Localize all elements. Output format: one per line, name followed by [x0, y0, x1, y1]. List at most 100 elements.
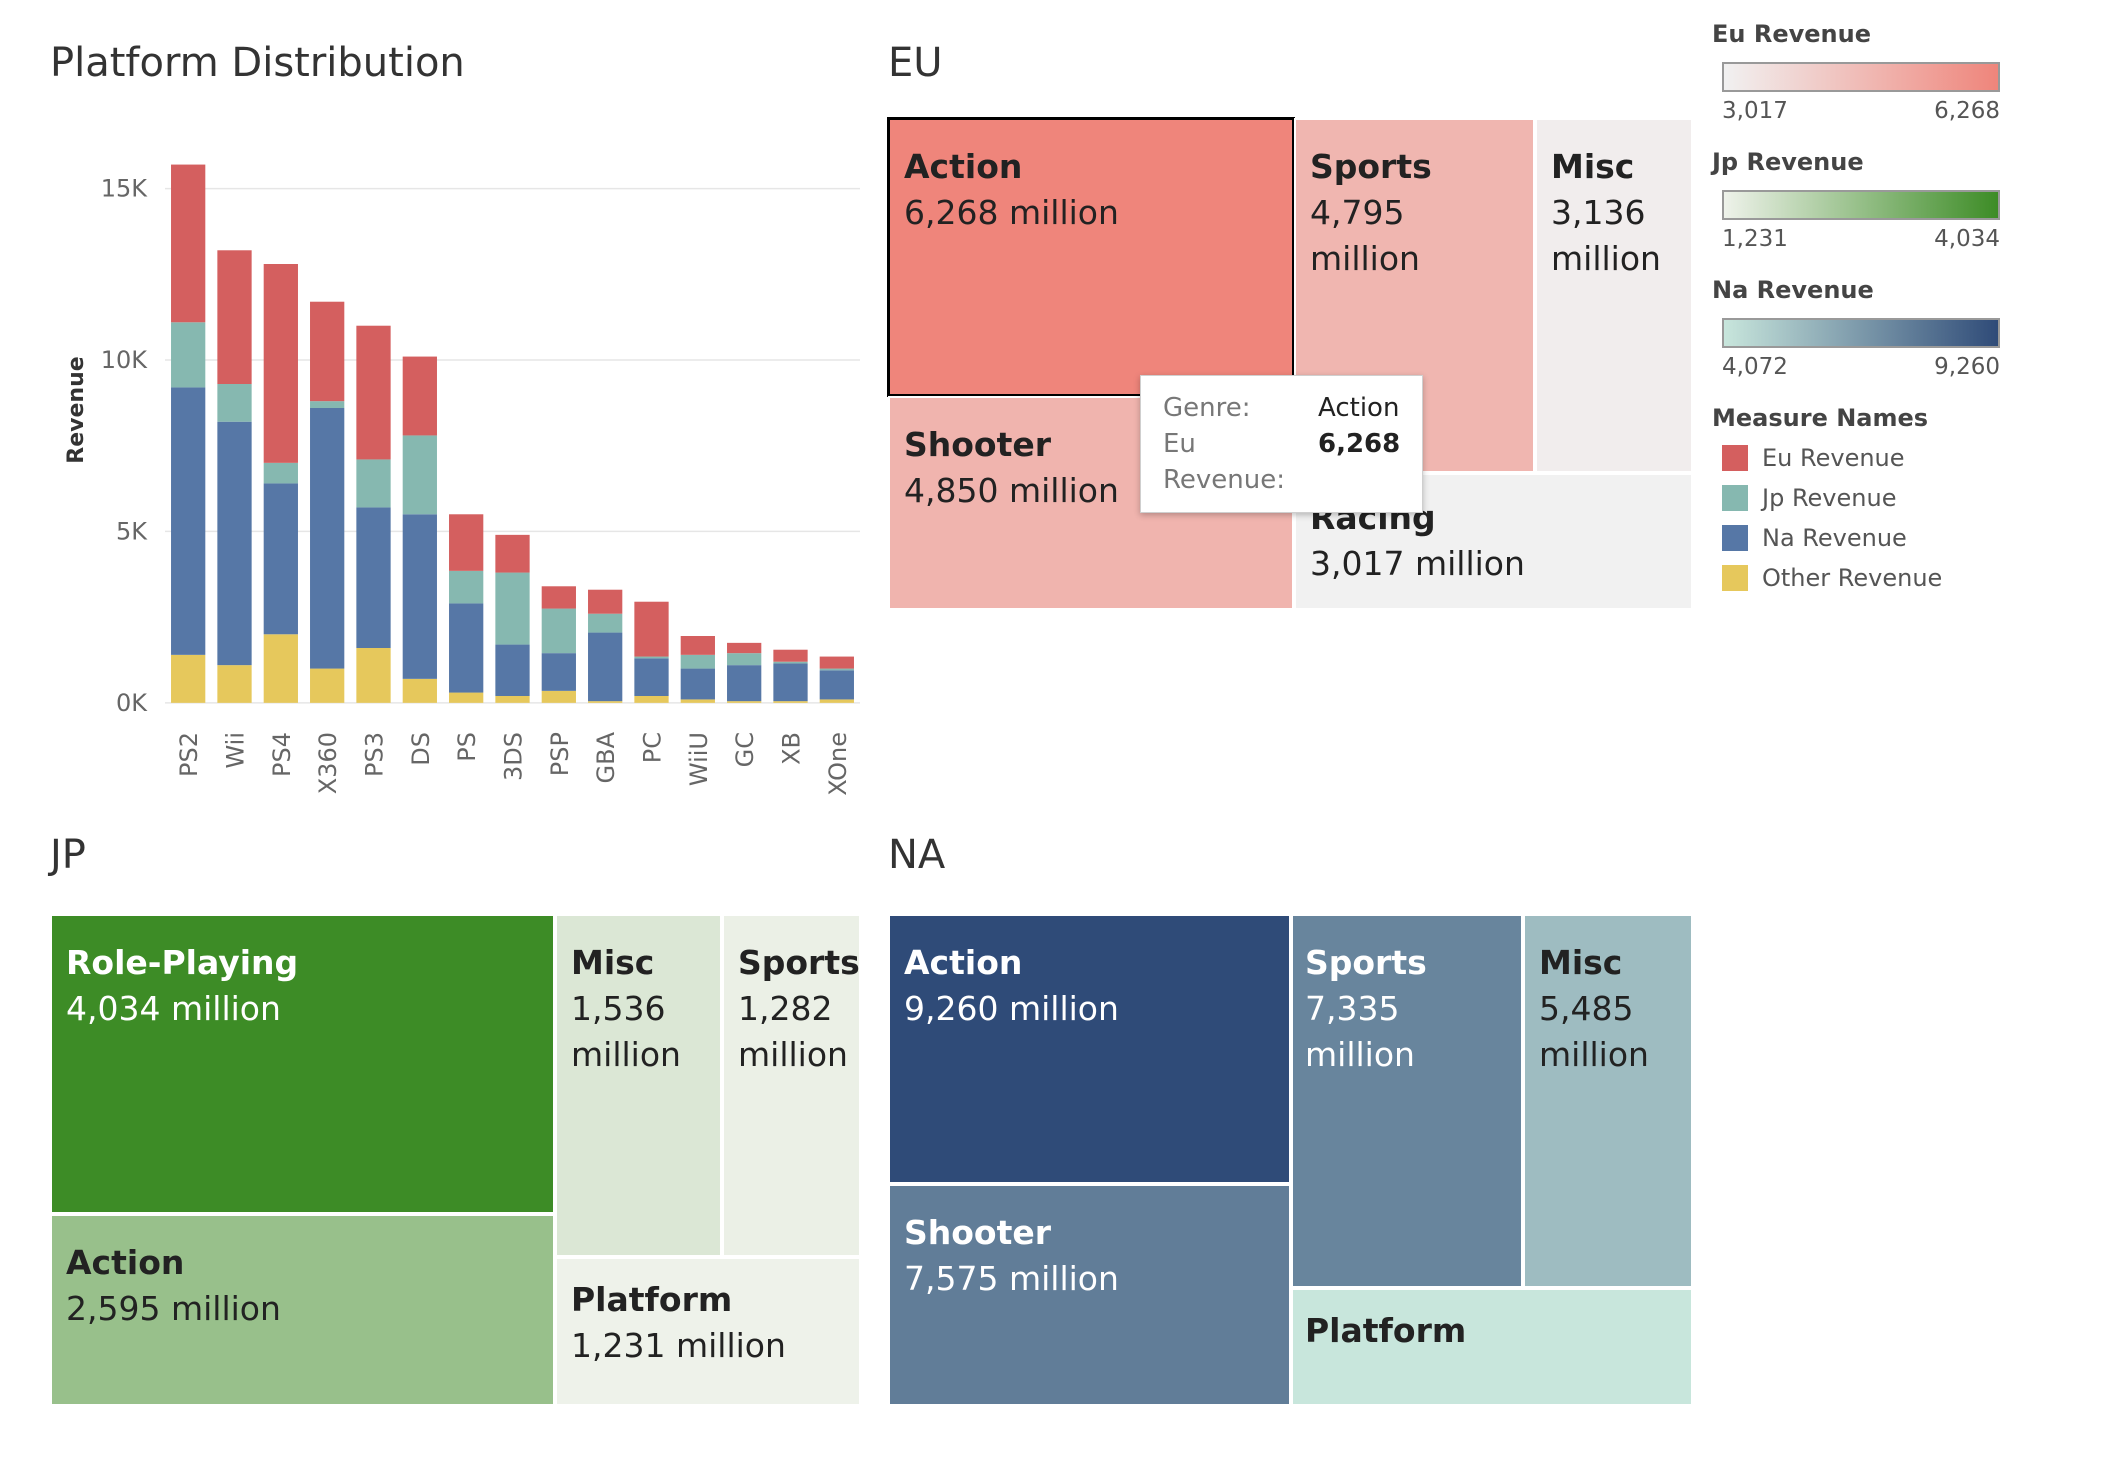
bar-segment[interactable] [449, 570, 484, 604]
bar-segment[interactable] [171, 654, 206, 703]
na-tile-action[interactable]: Action 9,260 million [888, 914, 1291, 1184]
legend-item-na-revenue[interactable]: Na Revenue [1722, 524, 2012, 552]
na-tile-shooter[interactable]: Shooter 7,575 million [888, 1184, 1291, 1406]
bar-segment[interactable] [634, 696, 669, 703]
bar-segment[interactable] [402, 356, 437, 436]
bar-segment[interactable] [356, 507, 391, 648]
legend-label: Eu Revenue [1762, 444, 1905, 472]
eu-tile-sports[interactable]: Sports 4,795 million [1294, 118, 1535, 473]
bar-segment[interactable] [773, 701, 808, 703]
jp-tile-value: 2,595 million [66, 1289, 281, 1328]
na-tile-value: 9,260 million [904, 989, 1119, 1028]
bar-segment[interactable] [449, 692, 484, 703]
bar-segment[interactable] [356, 325, 391, 460]
bar-segment[interactable] [541, 586, 576, 609]
bar-segment[interactable] [217, 421, 252, 666]
bar-segment[interactable] [263, 462, 298, 484]
na-ramp-labels: 4,072 9,260 [1722, 354, 2000, 380]
bar-segment[interactable] [819, 670, 854, 700]
x-tick-label: PS4 [268, 732, 296, 777]
bar-segment[interactable] [773, 663, 808, 702]
bar-segment[interactable] [449, 603, 484, 693]
bar-segment[interactable] [263, 483, 298, 635]
eu-treemap-title: EU [888, 40, 943, 86]
eu-ramp-max: 6,268 [1934, 98, 2000, 124]
bar-segment[interactable] [310, 401, 345, 408]
bar-segment[interactable] [495, 572, 530, 645]
jp-color-ramp[interactable] [1722, 190, 2000, 220]
x-tick-label: WiiU [685, 732, 713, 786]
jp-tile-role-playing[interactable]: Role-Playing 4,034 million [50, 914, 555, 1214]
eu-color-ramp[interactable] [1722, 62, 2000, 92]
bar-segment[interactable] [680, 654, 715, 669]
bar-segment[interactable] [310, 408, 345, 669]
bar-segment[interactable] [402, 435, 437, 515]
bar-segment[interactable] [217, 250, 252, 384]
bar-segment[interactable] [727, 642, 762, 654]
bar-segment[interactable] [588, 613, 623, 633]
bar-segment[interactable] [819, 668, 854, 671]
bar-segment[interactable] [356, 459, 391, 508]
jp-tile-value: 1,536 million [571, 989, 681, 1074]
legend-item-other-revenue[interactable]: Other Revenue [1722, 564, 2012, 592]
eu-tile-action[interactable]: Action 6,268 million [887, 117, 1295, 397]
measure-names-title: Measure Names [1712, 404, 1929, 432]
bar-segment[interactable] [263, 634, 298, 703]
x-tick-label: X360 [314, 732, 342, 794]
na-tile-genre: Action [904, 943, 1023, 982]
legend-item-jp-revenue[interactable]: Jp Revenue [1722, 484, 2012, 512]
bar-segment[interactable] [727, 653, 762, 666]
bar-segment[interactable] [171, 322, 206, 388]
na-color-ramp[interactable] [1722, 318, 2000, 348]
bar-segment[interactable] [356, 648, 391, 703]
legend-item-eu-revenue[interactable]: Eu Revenue [1722, 444, 2012, 472]
bar-segment[interactable] [588, 632, 623, 702]
bar-segment[interactable] [634, 658, 669, 696]
bar-segment[interactable] [773, 649, 808, 662]
bar-segment[interactable] [773, 661, 808, 664]
bar-segment[interactable] [634, 601, 669, 657]
na-tile-genre: Platform [1305, 1311, 1467, 1350]
bar-segment[interactable] [819, 656, 854, 669]
jp-tile-misc[interactable]: Misc 1,536 million [555, 914, 722, 1257]
bar-segment[interactable] [263, 264, 298, 463]
bar-segment[interactable] [680, 699, 715, 703]
x-tick-label: PSP [546, 732, 574, 776]
bar-segment[interactable] [727, 701, 762, 703]
bar-segment[interactable] [217, 384, 252, 422]
jp-tile-action[interactable]: Action 2,595 million [50, 1214, 555, 1406]
bar-segment[interactable] [402, 678, 437, 703]
bar-segment[interactable] [171, 164, 206, 323]
jp-tile-genre: Platform [571, 1280, 733, 1319]
eu-tile-misc[interactable]: Misc 3,136 million [1535, 118, 1693, 473]
bar-segment[interactable] [402, 514, 437, 679]
x-tick-label: PS3 [361, 732, 389, 777]
bar-segment[interactable] [541, 608, 576, 654]
bar-segment[interactable] [634, 656, 669, 659]
na-tile-misc[interactable]: Misc 5,485 million [1523, 914, 1693, 1288]
bar-segment[interactable] [217, 665, 252, 703]
bar-segment[interactable] [819, 699, 854, 703]
jp-tile-platform[interactable]: Platform 1,231 million [555, 1257, 861, 1406]
eu-ramp-min: 3,017 [1722, 98, 1788, 124]
bar-segment[interactable] [588, 701, 623, 703]
bar-segment[interactable] [680, 636, 715, 655]
bar-segment[interactable] [310, 668, 345, 703]
eu-tile-racing[interactable]: Racing 3,017 million [1294, 473, 1693, 610]
bar-segment[interactable] [541, 690, 576, 703]
bar-segment[interactable] [171, 387, 206, 655]
bar-segment[interactable] [541, 653, 576, 691]
jp-tile-value: 4,034 million [66, 989, 281, 1028]
bar-segment[interactable] [495, 644, 530, 696]
bar-segment[interactable] [727, 665, 762, 702]
bar-segment[interactable] [310, 301, 345, 402]
bar-segment[interactable] [680, 668, 715, 700]
bar-segment[interactable] [495, 696, 530, 703]
na-tile-sports[interactable]: Sports 7,335 million [1291, 914, 1523, 1288]
bar-segment[interactable] [495, 534, 530, 573]
na-tile-platform[interactable]: Platform [1291, 1288, 1693, 1406]
bar-segment[interactable] [588, 589, 623, 614]
jp-tile-sports[interactable]: Sports 1,282 million [722, 914, 861, 1257]
bar-segment[interactable] [449, 514, 484, 571]
x-tick-label: PS2 [175, 732, 203, 777]
